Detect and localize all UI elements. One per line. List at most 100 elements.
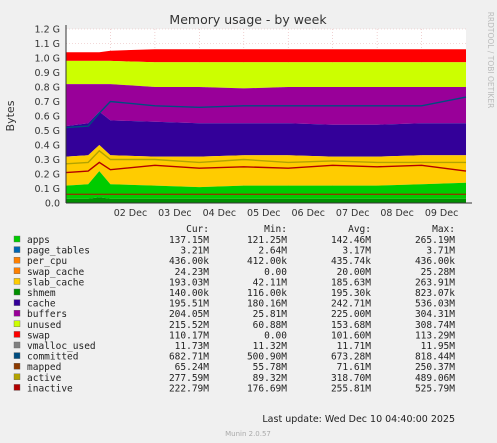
chart-title: Memory usage - by week bbox=[169, 12, 327, 27]
x-tick-label: 07 Dec bbox=[336, 208, 370, 219]
y-tick-label: 0.5 G bbox=[35, 126, 61, 137]
legend-value-avg: 435.74k bbox=[331, 256, 371, 267]
legend-label: swap bbox=[27, 330, 50, 341]
legend-swatch-cache bbox=[13, 299, 21, 306]
legend-swatch-slab-cache bbox=[13, 278, 21, 285]
legend-swatch-swap bbox=[13, 331, 21, 338]
y-tick-label: 0.1 G bbox=[35, 184, 61, 195]
legend-value-avg: 20.00M bbox=[337, 267, 372, 278]
legend-label: slab_cache bbox=[27, 277, 84, 288]
legend-value-cur: 215.52M bbox=[169, 320, 209, 331]
legend-label: cache bbox=[27, 299, 56, 310]
active-line bbox=[65, 149, 466, 165]
legend-value-avg: 71.61M bbox=[337, 362, 372, 373]
legend-value-max: 11.95M bbox=[421, 341, 456, 352]
legend-header-min: Min: bbox=[264, 224, 287, 235]
y-tick-label: 1.2 G bbox=[35, 25, 61, 36]
legend-value-max: 3.71M bbox=[426, 246, 455, 257]
legend-swatch-apps bbox=[13, 235, 21, 243]
y-tick-label: 0.3 G bbox=[35, 155, 61, 166]
legend-value-avg: 225.00M bbox=[331, 309, 371, 320]
legend-label: shmem bbox=[27, 288, 56, 299]
legend-value-min: 116.00k bbox=[247, 288, 287, 299]
y-tick-label: 0.6 G bbox=[35, 112, 61, 123]
legend-swatch-vmalloc-used bbox=[13, 341, 21, 349]
legend-value-max: 489.06M bbox=[415, 373, 455, 384]
inactive-line bbox=[65, 161, 467, 174]
legend-swatch-mapped bbox=[13, 363, 21, 370]
legend-label: unused bbox=[27, 320, 61, 331]
y-tick-label: 0.7 G bbox=[35, 97, 61, 108]
legend-value-cur: 11.73M bbox=[175, 341, 210, 352]
legend-value-avg: 673.28M bbox=[331, 352, 371, 363]
rrdtool-credit: RRDTOOL / TOBI OETIKER bbox=[486, 12, 495, 109]
legend-value-avg: 142.46M bbox=[331, 235, 371, 246]
y-tick-label: 0.8 G bbox=[35, 83, 61, 94]
x-tick-label: 06 Dec bbox=[291, 208, 325, 219]
legend-value-max: 113.29M bbox=[415, 330, 455, 341]
legend-value-min: 0.00 bbox=[264, 330, 287, 341]
slab-cache-area bbox=[66, 145, 466, 188]
legend-swatch-active bbox=[13, 373, 21, 380]
legend-value-avg: 318.70M bbox=[331, 373, 371, 384]
legend-header-cur: Cur: bbox=[186, 224, 209, 235]
legend-swatch-committed bbox=[13, 352, 21, 359]
last-update-text: Last update: Wed Dec 10 04:40:00 2025 bbox=[262, 414, 455, 425]
legend-swatch-unused bbox=[13, 320, 21, 327]
legend: Cur: Min: Avg: Max: apps 137.15M 121.25M 142.46… bbox=[13, 224, 456, 394]
legend-value-cur: 137.15M bbox=[169, 235, 209, 246]
legend-value-avg: 3.17M bbox=[342, 246, 371, 257]
x-tick-label: 02 Dec bbox=[114, 208, 148, 219]
legend-value-max: 250.37M bbox=[415, 362, 455, 373]
legend-value-avg: 255.81M bbox=[331, 383, 371, 394]
cache-area bbox=[66, 111, 466, 157]
legend-swatch-buffers bbox=[13, 310, 21, 317]
legend-value-min: 0.00 bbox=[264, 267, 287, 278]
legend-value-min: 25.81M bbox=[253, 309, 288, 320]
legend-value-max: 525.79M bbox=[415, 383, 455, 394]
legend-swatch-per-cpu bbox=[13, 257, 21, 264]
legend-value-min: 2.64M bbox=[258, 246, 287, 257]
legend-value-cur: 3.21M bbox=[180, 246, 209, 257]
legend-value-cur: 436.00k bbox=[169, 256, 209, 267]
y-tick-label: 1.0 G bbox=[35, 54, 61, 65]
legend-value-min: 500.90M bbox=[247, 352, 287, 363]
legend-swatch-swap-cache bbox=[13, 267, 21, 274]
legend-value-max: 536.03M bbox=[415, 299, 455, 310]
legend-value-cur: 65.24M bbox=[175, 362, 210, 373]
legend-label: buffers bbox=[27, 309, 67, 320]
legend-header-avg: Avg: bbox=[348, 224, 371, 235]
legend-value-max: 25.28M bbox=[421, 267, 456, 278]
y-tick-label: 0.9 G bbox=[35, 68, 61, 79]
legend-label: mapped bbox=[27, 362, 61, 373]
legend-value-min: 89.32M bbox=[253, 373, 288, 384]
stacked-areas bbox=[66, 49, 466, 203]
unused-area bbox=[66, 60, 466, 89]
x-tick-label: 05 Dec bbox=[247, 208, 281, 219]
legend-value-max: 436.00k bbox=[415, 256, 455, 267]
axes: 0.0 0.1 G 0.2 G 0.3 G 0.4 G 0.5 G 0.6 G 0.7 G 0.… bbox=[35, 25, 472, 219]
legend-value-max: 263.91M bbox=[415, 277, 455, 288]
legend-value-max: 823.07k bbox=[415, 288, 455, 299]
legend-swatch-page-tables bbox=[13, 246, 21, 253]
legend-label: per_cpu bbox=[27, 256, 67, 267]
legend-value-cur: 110.17M bbox=[169, 330, 209, 341]
legend-value-max: 308.74M bbox=[415, 320, 455, 331]
legend-value-cur: 682.71M bbox=[169, 352, 209, 363]
legend-value-min: 11.32M bbox=[253, 341, 288, 352]
y-tick-label: 0.0 bbox=[45, 199, 60, 210]
legend-label: page_tables bbox=[27, 246, 90, 257]
legend-value-avg: 242.71M bbox=[331, 299, 371, 310]
buffers-area bbox=[66, 84, 466, 127]
legend-value-cur: 140.00k bbox=[169, 288, 209, 299]
legend-value-avg: 153.68M bbox=[331, 320, 371, 331]
apps-area bbox=[66, 171, 466, 199]
legend-value-min: 176.69M bbox=[247, 383, 287, 394]
legend-label: swap_cache bbox=[27, 267, 84, 278]
legend-value-min: 42.11M bbox=[253, 277, 288, 288]
x-tick-label: 03 Dec bbox=[158, 208, 192, 219]
legend-value-cur: 204.05M bbox=[169, 309, 209, 320]
x-tick-label: 09 Dec bbox=[425, 208, 459, 219]
legend-label: committed bbox=[27, 352, 78, 363]
